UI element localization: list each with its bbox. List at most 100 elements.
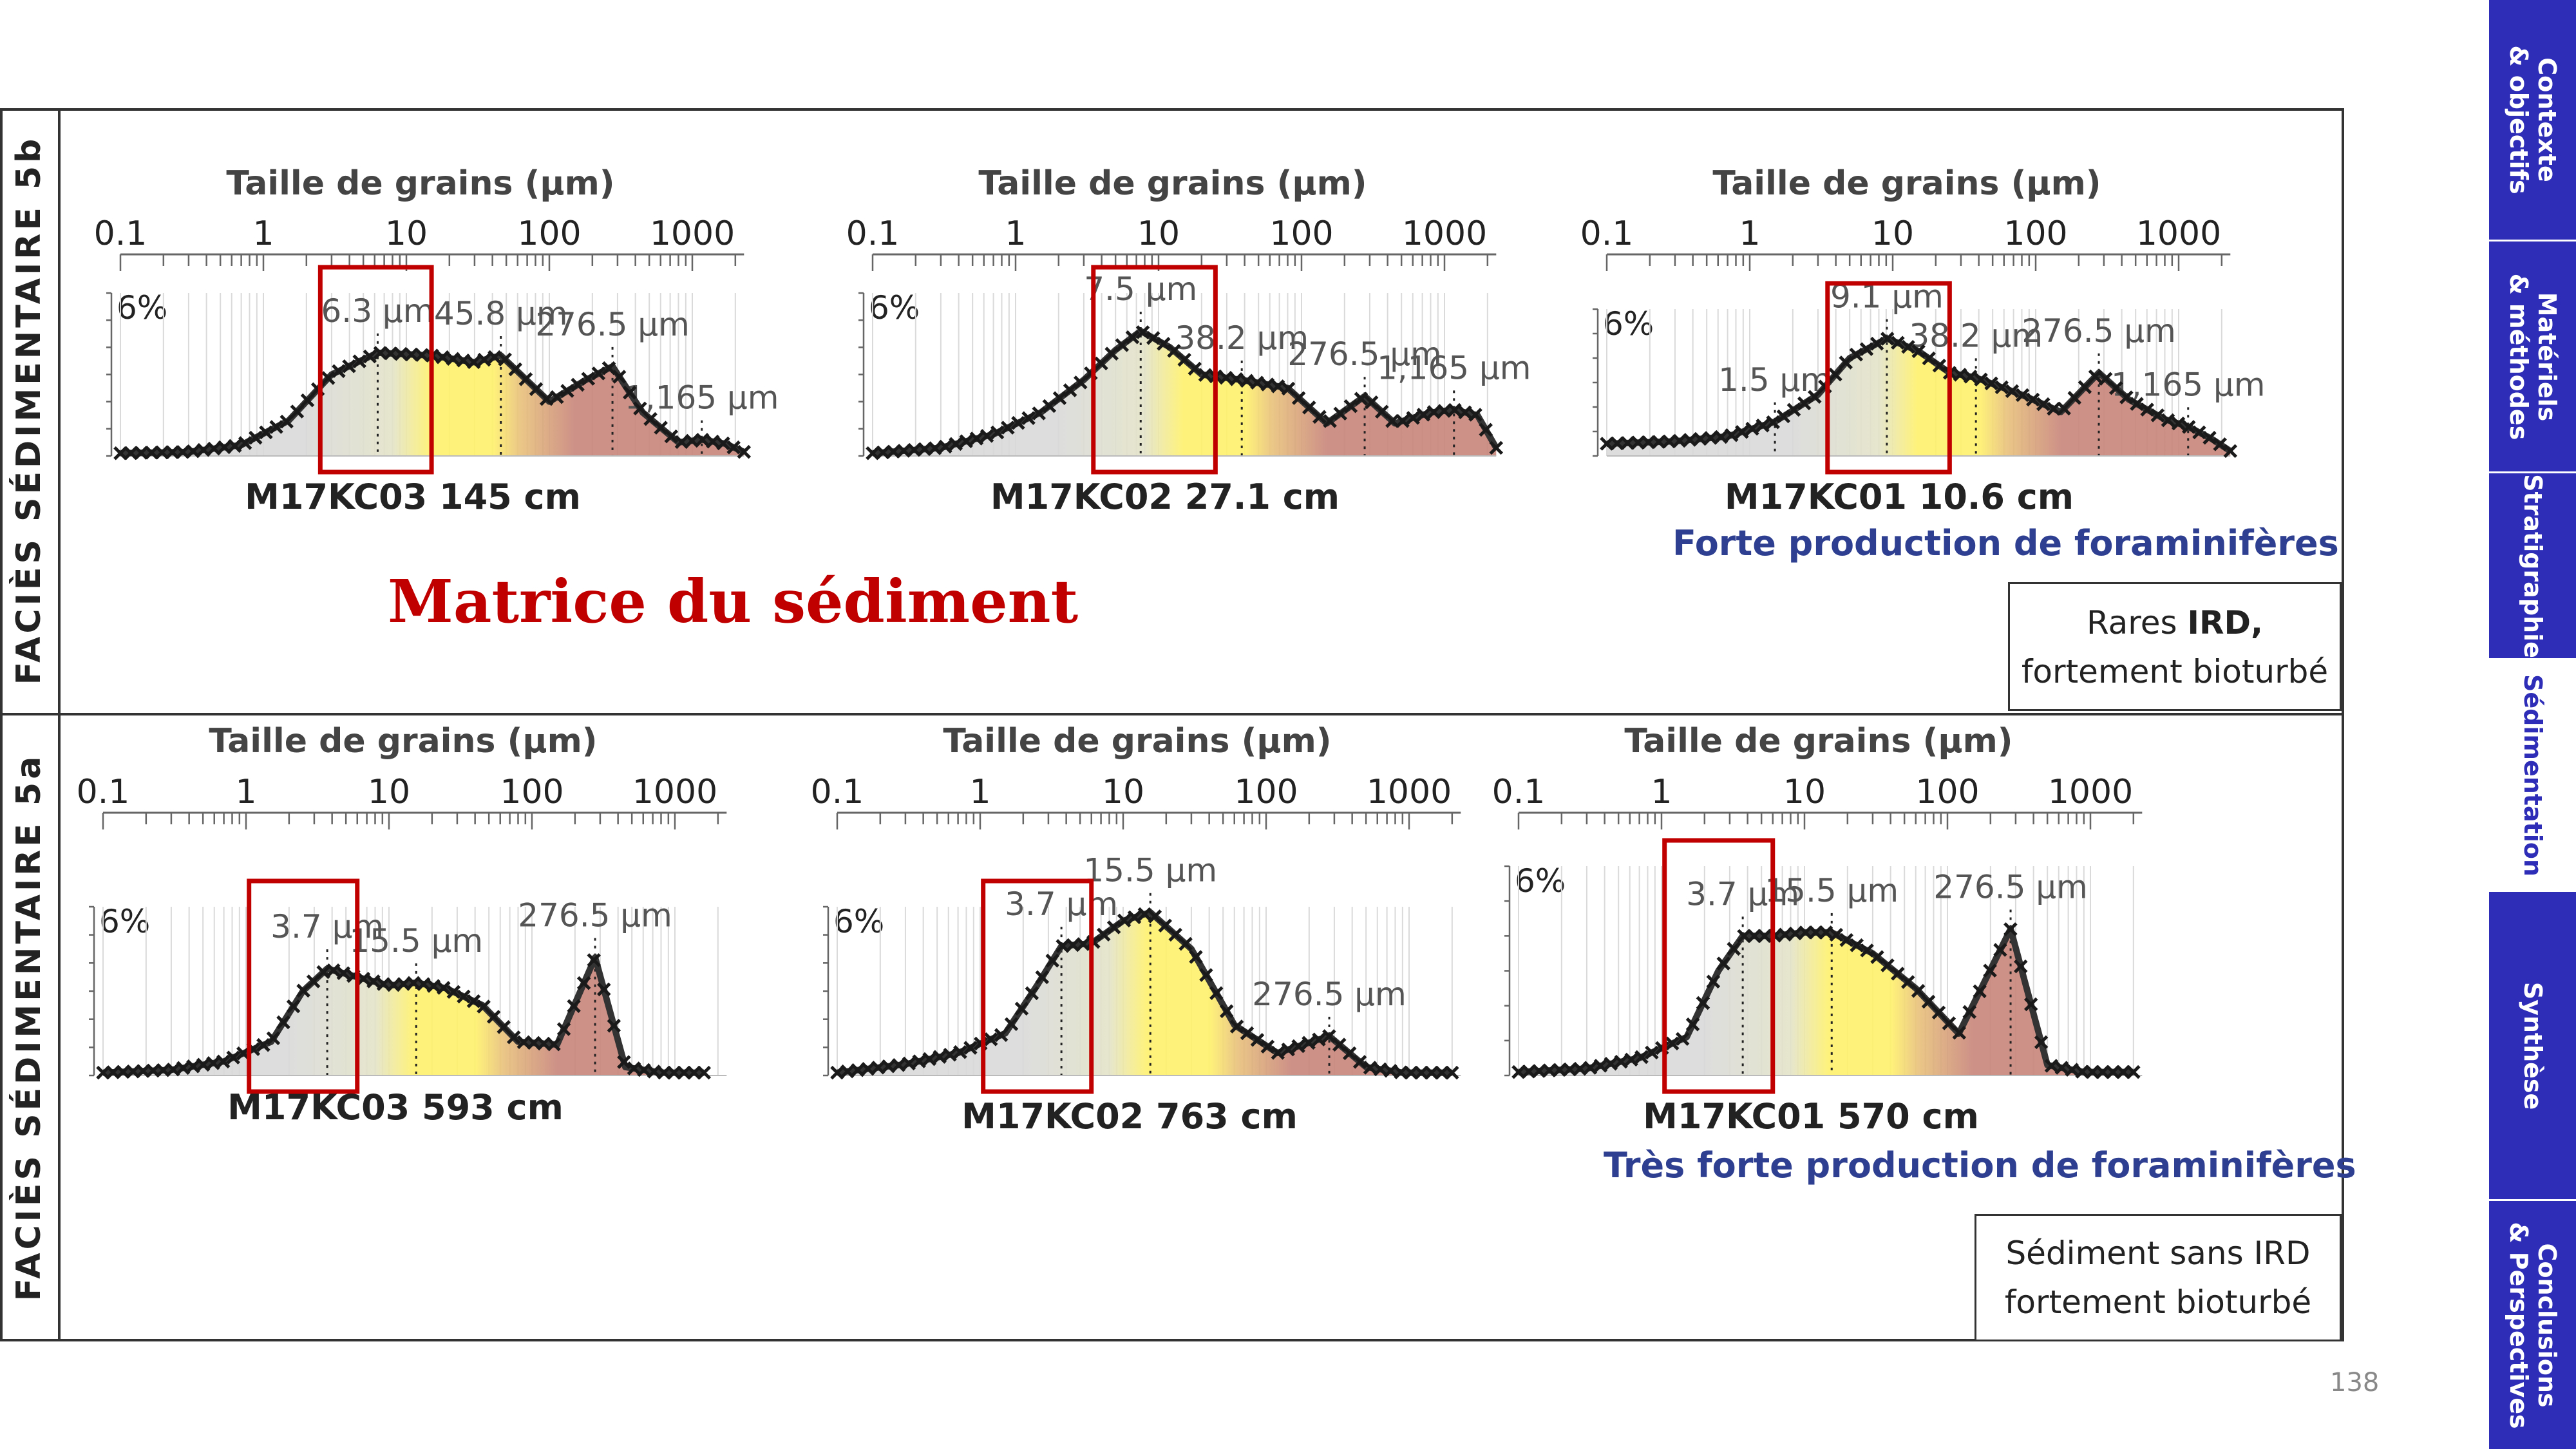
- y-max-label: 6%: [833, 903, 884, 940]
- data-point-marker: [1974, 372, 1988, 387]
- data-point-marker: [1396, 413, 1410, 428]
- data-point-marker: [2078, 380, 2092, 394]
- data-point-marker: [1148, 909, 1162, 923]
- nav-tab-synthese-label: Synthèse: [2518, 981, 2547, 1110]
- data-point-marker: [1157, 337, 1171, 351]
- nav-tab-contexte[interactable]: Contexte & objectifs: [2489, 0, 2576, 242]
- page-number: 138: [2330, 1368, 2380, 1397]
- data-point-marker: [1106, 920, 1121, 934]
- data-point-marker: [2192, 425, 2206, 440]
- x-tick-label: 1000: [2048, 773, 2133, 811]
- data-point-marker: [1828, 367, 1842, 382]
- data-point-marker: [1354, 392, 1368, 406]
- data-point-marker: [2116, 1065, 2130, 1079]
- data-point-marker: [933, 1050, 947, 1064]
- data-point-marker: [1983, 963, 1997, 978]
- data-point-marker: [1624, 1052, 1638, 1067]
- data-point-marker: [290, 404, 305, 419]
- nav-tab-materiels[interactable]: Matériels & méthodes: [2489, 242, 2576, 473]
- x-tick-label: 0.1: [77, 773, 130, 811]
- data-point-marker: [217, 440, 232, 455]
- sample-label: M17KC01 570 cm: [1643, 1096, 1979, 1137]
- mode-label: 276.5 µm: [2022, 312, 2176, 350]
- row-divider: [0, 713, 2344, 715]
- sample-label: M17KC02 27.1 cm: [990, 477, 1340, 517]
- data-point-marker: [1891, 336, 1905, 350]
- data-point-marker: [1610, 436, 1624, 451]
- nav-tab-conclusions[interactable]: Conclusions & Perspectives: [2489, 1201, 2576, 1449]
- data-point-marker: [1445, 1065, 1459, 1080]
- data-point-marker: [2003, 922, 2018, 936]
- nav-tab-synthese[interactable]: Synthèse: [2489, 892, 2576, 1201]
- data-point-marker: [1716, 956, 1731, 971]
- data-point-marker: [612, 370, 627, 384]
- data-point-marker: [1645, 1045, 1659, 1060]
- mode-label: 38.2 µm: [1909, 317, 2043, 354]
- mode-label: 1,165 µm: [1377, 349, 1531, 386]
- x-axis-title: Taille de grains (µm): [226, 164, 614, 203]
- mode-label: 45.8 µm: [434, 295, 568, 332]
- data-point-marker: [674, 435, 689, 450]
- data-point-marker: [1870, 336, 1884, 351]
- nav-tab-conclusions-line1: Conclusions: [2532, 1242, 2561, 1408]
- data-point-marker: [2014, 959, 2028, 974]
- data-point-marker: [1994, 380, 2009, 395]
- nav-tab-stratigraphie[interactable]: Stratigraphie: [2489, 473, 2576, 660]
- data-point-marker: [1404, 1065, 1418, 1080]
- x-tick-label: 1: [235, 773, 256, 811]
- data-point-marker: [1385, 413, 1399, 428]
- data-point-marker: [1685, 1017, 1700, 1032]
- data-point-marker: [1383, 1064, 1398, 1078]
- data-point-marker: [1375, 404, 1389, 419]
- mode-label: 7.5 µm: [1084, 270, 1197, 308]
- data-point-marker: [1146, 331, 1160, 345]
- data-point-marker: [1189, 950, 1203, 964]
- data-point-marker: [332, 364, 346, 379]
- x-tick-label: 10: [1102, 773, 1144, 811]
- facies-note-top-ird: IRD,: [2187, 604, 2264, 641]
- sample-label: M17KC01 10.6 cm: [1725, 477, 2074, 517]
- sample-label: M17KC03 145 cm: [245, 477, 581, 517]
- data-point-marker: [2088, 369, 2103, 384]
- data-point-marker: [1745, 421, 1759, 436]
- data-point-marker: [1479, 422, 1493, 437]
- nav-tab-contexte-line1: Contexte: [2532, 57, 2561, 182]
- x-tick-label: 10: [1871, 214, 1914, 253]
- data-point-marker: [1250, 375, 1264, 390]
- data-point-marker: [1435, 1065, 1449, 1080]
- chart-1: Taille de grains (µm) 0.1 1 10 100 1000 6% 6.3 …: [94, 164, 779, 517]
- data-point-marker: [1168, 927, 1182, 942]
- production-note-bottom: Très forte production de foraminifères: [1604, 1145, 2356, 1186]
- data-point-marker: [227, 439, 242, 453]
- data-point-marker: [2034, 1035, 2049, 1050]
- highlight-box: [317, 265, 434, 475]
- data-point-marker: [113, 446, 128, 460]
- data-point-marker: [1808, 925, 1823, 940]
- mode-label: 3.7 µm: [1686, 875, 1799, 913]
- highlight-box: [1825, 281, 1952, 475]
- nav-tab-sedimentation[interactable]: Sédimentation: [2489, 660, 2576, 892]
- x-tick-label: 1: [1005, 214, 1026, 253]
- data-point-marker: [1631, 435, 1645, 450]
- data-point-marker: [1921, 994, 1936, 1009]
- data-point-marker: [321, 371, 336, 385]
- data-point-marker: [1859, 342, 1874, 356]
- data-point-marker: [1014, 1001, 1029, 1016]
- data-point-marker: [1593, 1059, 1608, 1073]
- data-point-marker: [336, 966, 351, 980]
- x-axis-title: Taille de grains (µm): [1712, 164, 2101, 203]
- data-point-marker: [1352, 1055, 1367, 1069]
- mode-label: 3.7 µm: [1005, 886, 1118, 923]
- x-axis-title: Taille de grains (µm): [943, 722, 1331, 761]
- data-point-marker: [1323, 414, 1337, 428]
- data-point-marker: [166, 1063, 180, 1077]
- data-point-marker: [623, 385, 637, 400]
- data-point-marker: [1209, 986, 1224, 1000]
- data-point-marker: [677, 1065, 691, 1080]
- x-tick-label: 1000: [632, 773, 717, 811]
- data-point-marker: [366, 974, 381, 989]
- data-point-marker: [266, 1031, 281, 1046]
- data-point-marker: [1229, 1019, 1244, 1034]
- data-point-marker: [1011, 415, 1025, 430]
- data-point-marker: [983, 1032, 998, 1046]
